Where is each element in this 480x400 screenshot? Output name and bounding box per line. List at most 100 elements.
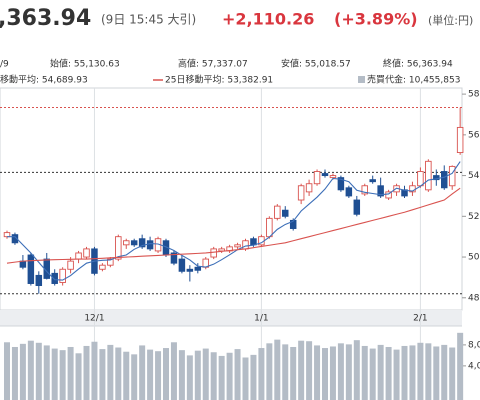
- stat: 始値: 55,130.63: [50, 58, 120, 70]
- x-tick-label: 1/1: [254, 314, 268, 324]
- volume-bar: [107, 344, 114, 400]
- candle-body: [369, 179, 376, 183]
- candle-body: [377, 185, 384, 197]
- volume-bar: [75, 353, 82, 400]
- volume-bar: [337, 343, 344, 400]
- volume-bar: [361, 345, 368, 400]
- y-tick-label: 48: [468, 293, 480, 303]
- volume-bar: [218, 355, 225, 400]
- stat: 終値: 56,363.94: [383, 58, 453, 70]
- volume-bar: [43, 345, 50, 400]
- volume-bar: [202, 348, 209, 400]
- candle-body: [234, 244, 241, 248]
- y-tick-label: 58: [468, 90, 480, 100]
- volume-bar: [393, 349, 400, 400]
- candle-body: [99, 264, 106, 270]
- volume-bar: [155, 351, 162, 400]
- volume-bar: [242, 357, 249, 400]
- volume-bar: [282, 344, 289, 400]
- legend-icon: [358, 76, 365, 83]
- volume-bar: [258, 348, 265, 400]
- candle-body: [186, 268, 194, 272]
- candle-body: [297, 185, 305, 201]
- y-tick-label: 52: [468, 212, 479, 222]
- candle-body: [321, 173, 329, 177]
- legend-label: 移動平均: 54,689.93: [0, 74, 88, 86]
- y-tick-label: 54: [468, 171, 480, 181]
- volume-bar: [345, 344, 352, 400]
- candle-body: [138, 238, 146, 248]
- candle-body: [266, 217, 273, 238]
- volume-bar: [290, 346, 297, 400]
- candle-body: [130, 240, 138, 246]
- volume-bar: [425, 343, 432, 400]
- candle-body: [345, 187, 353, 197]
- volume-bar: [99, 349, 106, 400]
- candle-body: [27, 254, 35, 284]
- volume-bar: [186, 355, 193, 400]
- candle-body: [122, 240, 130, 246]
- candle-body: [448, 165, 456, 187]
- candle-body: [274, 205, 281, 219]
- volume-bar: [115, 347, 122, 400]
- candle-body: [19, 260, 27, 268]
- candle-body: [115, 236, 122, 260]
- y-tick-label: 56: [468, 130, 480, 140]
- unit: (単位:円): [428, 13, 473, 27]
- x-tick-label: 2/1: [413, 314, 427, 324]
- volume-bar: [19, 343, 26, 400]
- volume-bar: [147, 349, 154, 400]
- volume-y-tick-label: 8,0: [468, 340, 480, 350]
- volume-bar: [67, 346, 74, 400]
- volume-bar: [139, 345, 146, 400]
- ma-line: [7, 161, 461, 281]
- volume-bar: [298, 340, 305, 400]
- volume-bar: [409, 345, 416, 400]
- candle-body: [75, 252, 82, 260]
- volume-bar: [83, 345, 90, 400]
- time: (9日 15:45 大引): [101, 13, 196, 27]
- candle-body: [107, 258, 114, 266]
- candle-body: [51, 272, 58, 284]
- volume-bar: [4, 342, 10, 400]
- candle-body: [353, 199, 361, 215]
- volume-bar: [163, 348, 169, 400]
- volume-bar: [329, 346, 336, 400]
- candle-body: [329, 175, 337, 179]
- volume-bar: [11, 346, 18, 400]
- volume-bar: [170, 342, 177, 400]
- volume-bar: [131, 354, 138, 400]
- volume-bar: [234, 349, 241, 400]
- date: /9: [0, 60, 9, 70]
- change-pct: (+3.89%): [334, 10, 418, 29]
- candle-body: [417, 171, 424, 187]
- candle-body: [194, 266, 202, 271]
- volume-bar: [385, 346, 392, 400]
- volume-bar: [306, 341, 313, 400]
- candle-body: [242, 240, 249, 250]
- volume-bar: [401, 345, 408, 400]
- candle-body: [250, 238, 257, 246]
- volume-bar: [123, 351, 130, 400]
- candle-body: [146, 240, 154, 250]
- candle-body: [441, 171, 448, 189]
- volume-bar: [449, 347, 456, 400]
- volume-bar: [210, 352, 217, 400]
- stat: 安値: 55,018.57: [281, 58, 351, 70]
- candle-body: [59, 268, 66, 283]
- candle-body: [425, 160, 432, 191]
- volume-bar: [457, 332, 464, 400]
- stat: 高値: 57,337.07: [178, 58, 248, 70]
- volume-bar: [274, 339, 281, 400]
- volume-bar: [194, 350, 201, 400]
- candle-body: [337, 177, 345, 191]
- volume-bar: [266, 343, 273, 400]
- legend-label: 25日移動平均: 53,382.91: [165, 74, 273, 86]
- volume-bar: [59, 350, 66, 400]
- candle-body: [433, 175, 440, 181]
- candle-body: [170, 252, 178, 264]
- y-tick-label: 50: [468, 253, 480, 263]
- volume-bar: [51, 348, 58, 400]
